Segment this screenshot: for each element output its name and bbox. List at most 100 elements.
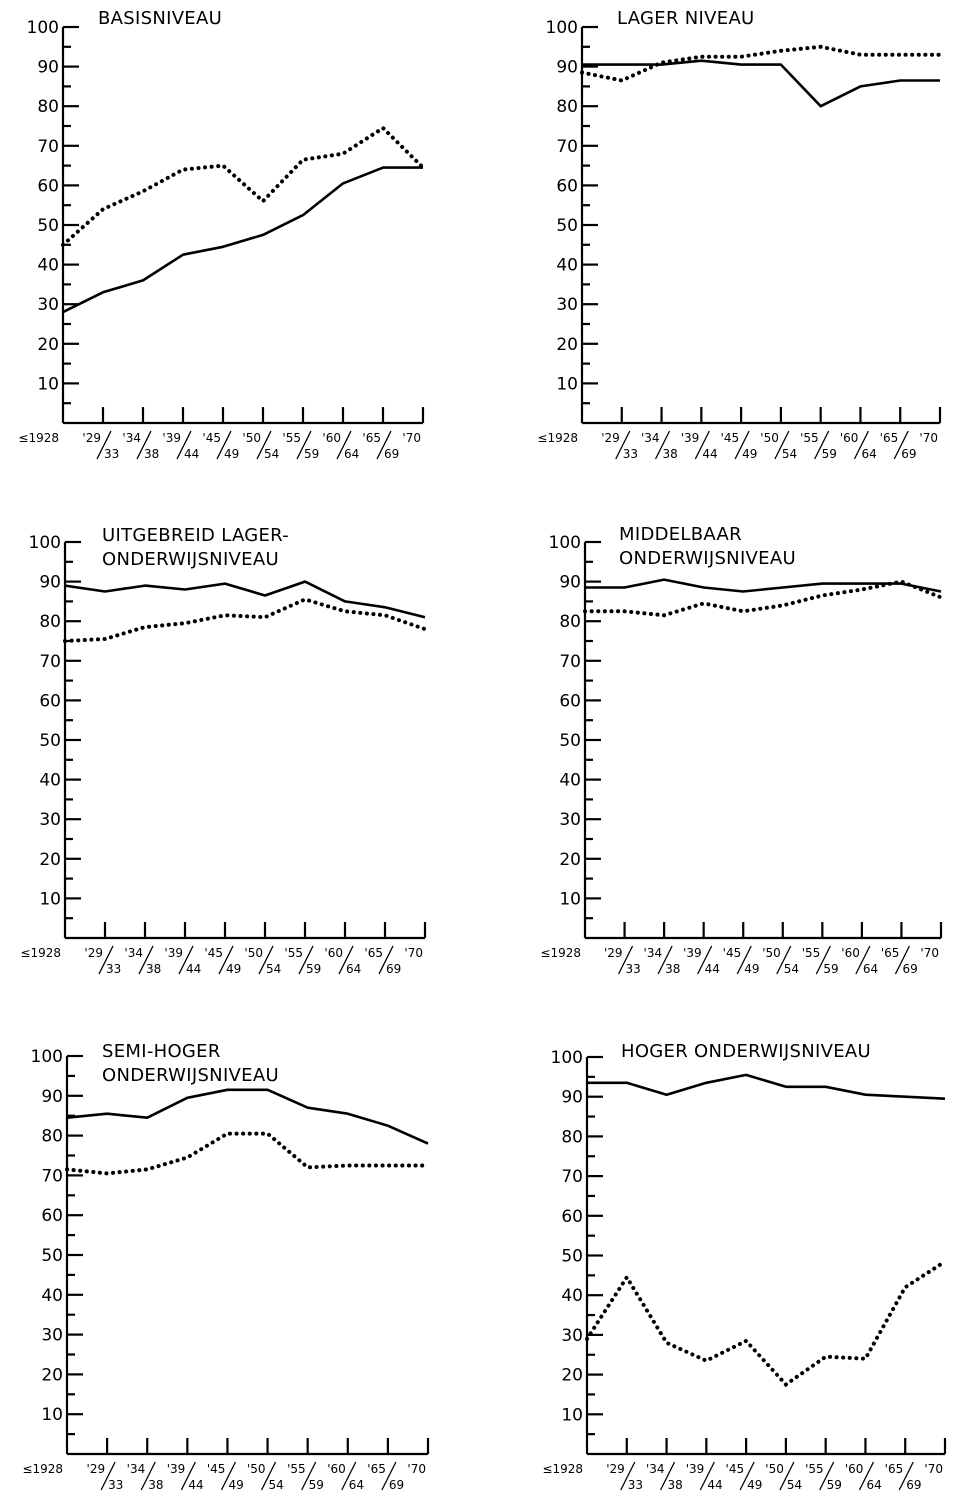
y-tick-label: 10	[39, 889, 61, 909]
x-tick-label: 59	[822, 447, 837, 461]
x-tick-label: '60	[845, 1462, 864, 1476]
x-tick-label: '39	[162, 431, 181, 445]
x-tick-label: '29	[606, 1462, 625, 1476]
y-tick-label: 50	[41, 1246, 63, 1266]
y-tick-label: 30	[41, 1326, 63, 1346]
x-tick-slash	[894, 945, 911, 975]
x-tick-label: 54	[266, 962, 281, 976]
series-line-dotted	[63, 597, 427, 643]
series-line-solid	[587, 1073, 946, 1100]
x-tick-label: '29	[87, 1462, 106, 1476]
y-tick-label: 100	[549, 533, 581, 553]
y-tick-label: 40	[559, 771, 581, 791]
x-tick-label: '50	[247, 1462, 266, 1476]
chart-title: ONDERWIJSNIVEAU	[102, 1065, 279, 1086]
x-tick-slash	[140, 1461, 156, 1491]
x-tick-label: 54	[264, 447, 279, 461]
x-tick-label: 33	[623, 447, 638, 461]
x-tick-label: 64	[349, 1478, 364, 1492]
x-tick-label: 33	[108, 1478, 123, 1492]
x-tick-slash	[853, 430, 870, 460]
x-tick-label: 64	[866, 1478, 881, 1492]
y-tick-label: 10	[556, 374, 578, 394]
y-tick-label: 100	[546, 18, 578, 38]
x-tick-label: 49	[747, 1478, 762, 1492]
series-line-solid	[62, 166, 423, 314]
y-tick-label: 40	[39, 771, 61, 791]
x-tick-slash	[98, 945, 114, 975]
x-tick-label: '60	[840, 431, 859, 445]
series-line-solid	[585, 578, 942, 593]
y-tick-label: 20	[559, 850, 581, 870]
x-tick-label: '55	[287, 1462, 306, 1476]
x-tick-label: 44	[702, 447, 717, 461]
x-tick-slash	[659, 1461, 676, 1491]
x-tick-label: 38	[146, 962, 161, 976]
y-tick-label: 80	[37, 97, 59, 117]
y-tick-label: 30	[559, 810, 581, 830]
x-tick-slash	[378, 945, 394, 975]
y-tick-label: 50	[39, 731, 61, 751]
chart-panel-6: HOGER ONDERWIJSNIVEAU 10 20 30 40 50 60 70 80 90 1…	[542, 1041, 947, 1492]
x-tick-slash	[898, 1461, 914, 1491]
series-line-dotted	[585, 1259, 947, 1388]
x-tick-label: 59	[823, 962, 838, 976]
y-tick-label: 20	[39, 850, 61, 870]
x-tick-slash	[341, 1461, 357, 1491]
x-tick-label: '39	[167, 1462, 186, 1476]
x-tick-label: 38	[663, 447, 678, 461]
y-tick-label: 90	[559, 573, 581, 593]
y-tick-label: 60	[556, 176, 578, 196]
x-tick-slash	[138, 945, 154, 975]
x-tick-slash	[739, 1461, 755, 1491]
x-tick-label: '39	[164, 946, 183, 960]
y-tick-label: 90	[41, 1087, 63, 1107]
x-tick-slash	[893, 430, 909, 460]
y-tick-label: 30	[39, 810, 61, 830]
x-tick-slash	[774, 430, 790, 460]
x-tick-slash	[220, 1461, 237, 1491]
y-tick-label: 20	[41, 1365, 63, 1385]
x-tick-slash	[617, 945, 634, 975]
x-tick-label: '50	[765, 1462, 784, 1476]
x-tick-label: 54	[784, 962, 799, 976]
y-tick-label: 20	[556, 335, 578, 355]
x-tick-slash	[100, 1461, 116, 1491]
series-line-dotted	[61, 125, 425, 247]
x-tick-label: 59	[306, 962, 321, 976]
x-tick-slash	[779, 1461, 795, 1491]
y-tick-label: 40	[37, 256, 59, 276]
x-tick-label: ≤1928	[20, 946, 61, 960]
x-tick-label: '65	[880, 431, 899, 445]
x-tick-label: 33	[106, 962, 121, 976]
chart-title: LAGER NIVEAU	[617, 8, 755, 29]
y-tick-label: 90	[556, 58, 578, 78]
y-tick-label: 60	[39, 691, 61, 711]
x-tick-label: '34	[641, 431, 660, 445]
y-tick-label: 70	[41, 1166, 63, 1186]
x-tick-label: '65	[362, 431, 381, 445]
x-tick-label: 33	[626, 962, 641, 976]
x-tick-label: '29	[601, 431, 620, 445]
x-tick-label: '70	[924, 1462, 943, 1476]
x-tick-slash	[858, 1461, 875, 1491]
y-tick-label: 100	[27, 18, 59, 38]
x-tick-slash	[258, 945, 274, 975]
x-tick-label: 44	[186, 962, 201, 976]
y-tick-label: 70	[559, 652, 581, 672]
y-tick-label: 10	[559, 889, 581, 909]
x-tick-label: 64	[863, 962, 878, 976]
x-tick-slash	[298, 945, 314, 975]
series-line-dotted	[65, 1131, 430, 1176]
x-tick-label: '34	[644, 946, 663, 960]
y-tick-label: 70	[39, 652, 61, 672]
y-tick-label: 40	[556, 256, 578, 276]
x-tick-label: 49	[742, 447, 757, 461]
x-tick-label: 64	[346, 962, 361, 976]
y-tick-label: 80	[559, 612, 581, 632]
y-tick-label: 10	[41, 1405, 63, 1425]
y-tick-label: 80	[556, 97, 578, 117]
x-tick-label: 44	[705, 962, 720, 976]
x-tick-label: '34	[127, 1462, 146, 1476]
